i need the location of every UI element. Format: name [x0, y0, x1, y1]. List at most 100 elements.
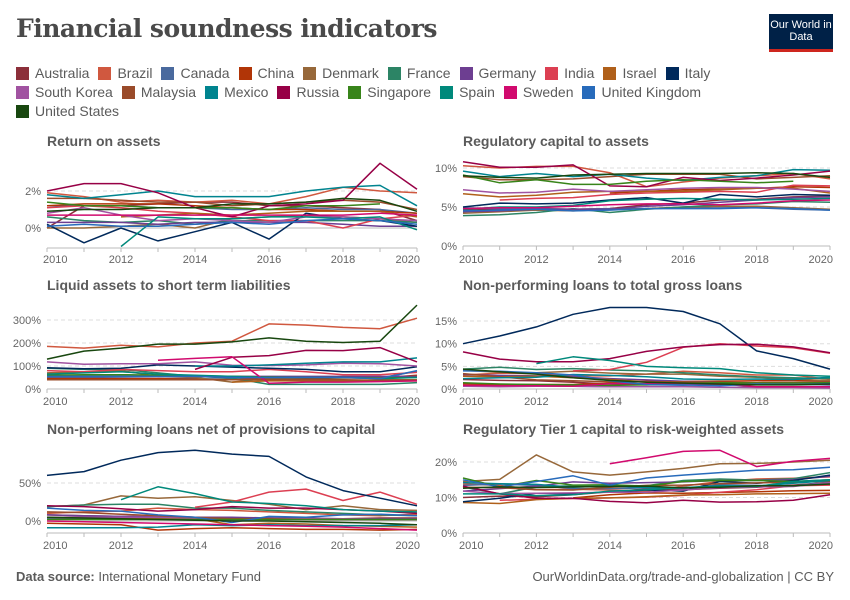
x-tick-label: 2012: [109, 396, 133, 408]
legend-item[interactable]: Germany: [459, 64, 536, 82]
series-line-india: [194, 488, 418, 509]
series-line-italy: [46, 364, 418, 373]
series-line-israel: [46, 516, 418, 528]
series-line-canada: [462, 206, 831, 211]
legend-item[interactable]: Canada: [161, 64, 230, 82]
series-line-united-kingdom: [47, 369, 418, 380]
legend-item[interactable]: United States: [16, 102, 119, 120]
series-line-south-korea: [46, 361, 418, 367]
series-line-sweden: [462, 382, 830, 388]
series-line-denmark: [46, 369, 417, 383]
series-line-united-states: [462, 368, 831, 386]
legend-swatch: [582, 85, 596, 99]
legend-label: United Kingdom: [601, 84, 702, 100]
y-tick-label: 0%: [25, 384, 41, 396]
series-line-australia: [46, 201, 418, 229]
legend-label: Denmark: [322, 65, 379, 81]
source-text[interactable]: International Monetary Fund: [98, 569, 261, 584]
series-line-united-kingdom: [46, 218, 418, 227]
legend-item[interactable]: Singapore: [348, 83, 431, 101]
series-line-mexico: [47, 524, 418, 529]
panel-title: Regulatory Tier 1 capital to risk-weight…: [463, 421, 784, 437]
legend-item[interactable]: Malaysia: [121, 83, 196, 101]
x-tick-label: 2020: [396, 254, 420, 266]
series-line-denmark: [462, 369, 831, 382]
legend-item[interactable]: India: [545, 64, 594, 82]
owid-logo[interactable]: Our World in Data: [769, 14, 833, 52]
series-line-brazil: [46, 507, 418, 517]
source-label: Data source:: [16, 569, 95, 584]
legend-swatch: [16, 66, 29, 80]
legend-item[interactable]: Italy: [665, 64, 710, 82]
series-line-italy: [462, 193, 831, 208]
legend-swatch: [205, 85, 219, 99]
series-line-china: [46, 203, 418, 214]
legend-item[interactable]: France: [387, 64, 451, 82]
x-tick-label: 2012: [524, 540, 548, 552]
legend-label: France: [406, 65, 451, 81]
series-line-united-kingdom: [462, 370, 831, 387]
page-title: Financial soundness indicators: [16, 14, 437, 43]
series-line-italy: [46, 449, 418, 507]
legend-swatch: [16, 85, 29, 99]
series-line-united-states: [46, 197, 418, 213]
series-line-denmark: [47, 214, 418, 229]
x-tick-label: 2010: [43, 254, 67, 266]
series-line-israel: [462, 492, 831, 505]
legend-item[interactable]: United Kingdom: [582, 83, 701, 101]
legend-swatch: [121, 85, 135, 99]
legend-item[interactable]: Denmark: [303, 64, 379, 82]
series-line-israel: [462, 187, 831, 198]
y-tick-label: 5%: [441, 202, 457, 214]
series-line-malaysia: [46, 511, 417, 521]
legend-item[interactable]: Russia: [277, 83, 339, 101]
panel-title: Non-performing loans net of provisions t…: [47, 421, 375, 437]
series-line-india: [499, 484, 831, 502]
series-line-mexico: [462, 168, 831, 182]
legend-item[interactable]: Sweden: [503, 83, 573, 101]
legend-item[interactable]: Spain: [440, 83, 495, 101]
legend-swatch: [459, 66, 473, 80]
series-line-brazil: [462, 476, 831, 492]
legend-item[interactable]: South Korea: [16, 83, 113, 101]
y-tick-label: 20%: [435, 457, 457, 469]
panel-5: Regulatory Tier 1 capital to risk-weight…: [435, 421, 833, 552]
series-line-mexico: [462, 479, 831, 489]
legend-label: Singapore: [367, 84, 432, 100]
x-tick-label: 2010: [459, 540, 483, 552]
legend-item[interactable]: Mexico: [205, 83, 268, 101]
series-line-russia: [462, 161, 831, 188]
series-line-france: [46, 216, 418, 226]
legend-item[interactable]: Israel: [603, 64, 657, 82]
panel-title: Return on assets: [47, 133, 161, 149]
series-line-brazil: [46, 186, 418, 205]
x-tick-label: 2012: [109, 540, 133, 552]
series-line-canada: [462, 481, 831, 490]
series-line-singapore: [462, 381, 831, 387]
panel-title: Liquid assets to short term liabilities: [47, 277, 291, 293]
legend-item[interactable]: Brazil: [98, 64, 152, 82]
series-line-brazil: [46, 317, 418, 349]
series-line-south-korea: [462, 481, 831, 495]
x-tick-label: 2018: [744, 540, 768, 552]
legend-label: China: [257, 65, 295, 81]
legend-item[interactable]: Australia: [16, 64, 89, 82]
x-tick-label: 2020: [396, 540, 420, 552]
legend-swatch: [161, 66, 175, 80]
legend-item[interactable]: China: [238, 64, 295, 82]
series-line-spain: [46, 371, 418, 380]
series-line-china: [573, 489, 831, 499]
footer-url[interactable]: OurWorldinData.org/trade-and-globalizati…: [532, 569, 834, 584]
series-line-russia: [46, 162, 418, 218]
x-tick-label: 2010: [459, 396, 483, 408]
series-line-russia: [462, 485, 831, 504]
y-tick-label: 50%: [19, 478, 41, 490]
x-tick-label: 2012: [109, 254, 133, 266]
series-line-france: [46, 503, 418, 517]
x-tick-label: 2018: [331, 540, 355, 552]
y-tick-label: 10%: [435, 163, 457, 175]
y-tick-label: 100%: [13, 361, 41, 373]
series-line-australia: [462, 195, 831, 211]
series-line-russia: [46, 505, 418, 515]
series-line-sweden: [462, 199, 831, 210]
